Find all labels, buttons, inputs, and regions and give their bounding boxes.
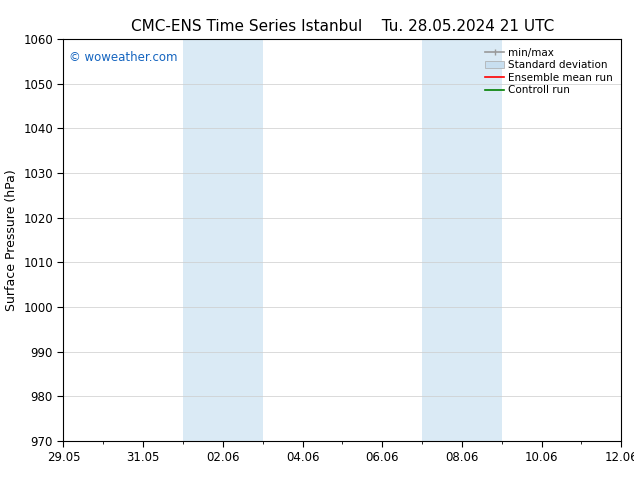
Text: © woweather.com: © woweather.com	[69, 51, 178, 64]
Legend: min/max, Standard deviation, Ensemble mean run, Controll run: min/max, Standard deviation, Ensemble me…	[482, 45, 616, 98]
Title: CMC-ENS Time Series Istanbul    Tu. 28.05.2024 21 UTC: CMC-ENS Time Series Istanbul Tu. 28.05.2…	[131, 19, 554, 34]
Y-axis label: Surface Pressure (hPa): Surface Pressure (hPa)	[4, 169, 18, 311]
Bar	[422, 39, 501, 441]
Bar	[183, 39, 262, 441]
